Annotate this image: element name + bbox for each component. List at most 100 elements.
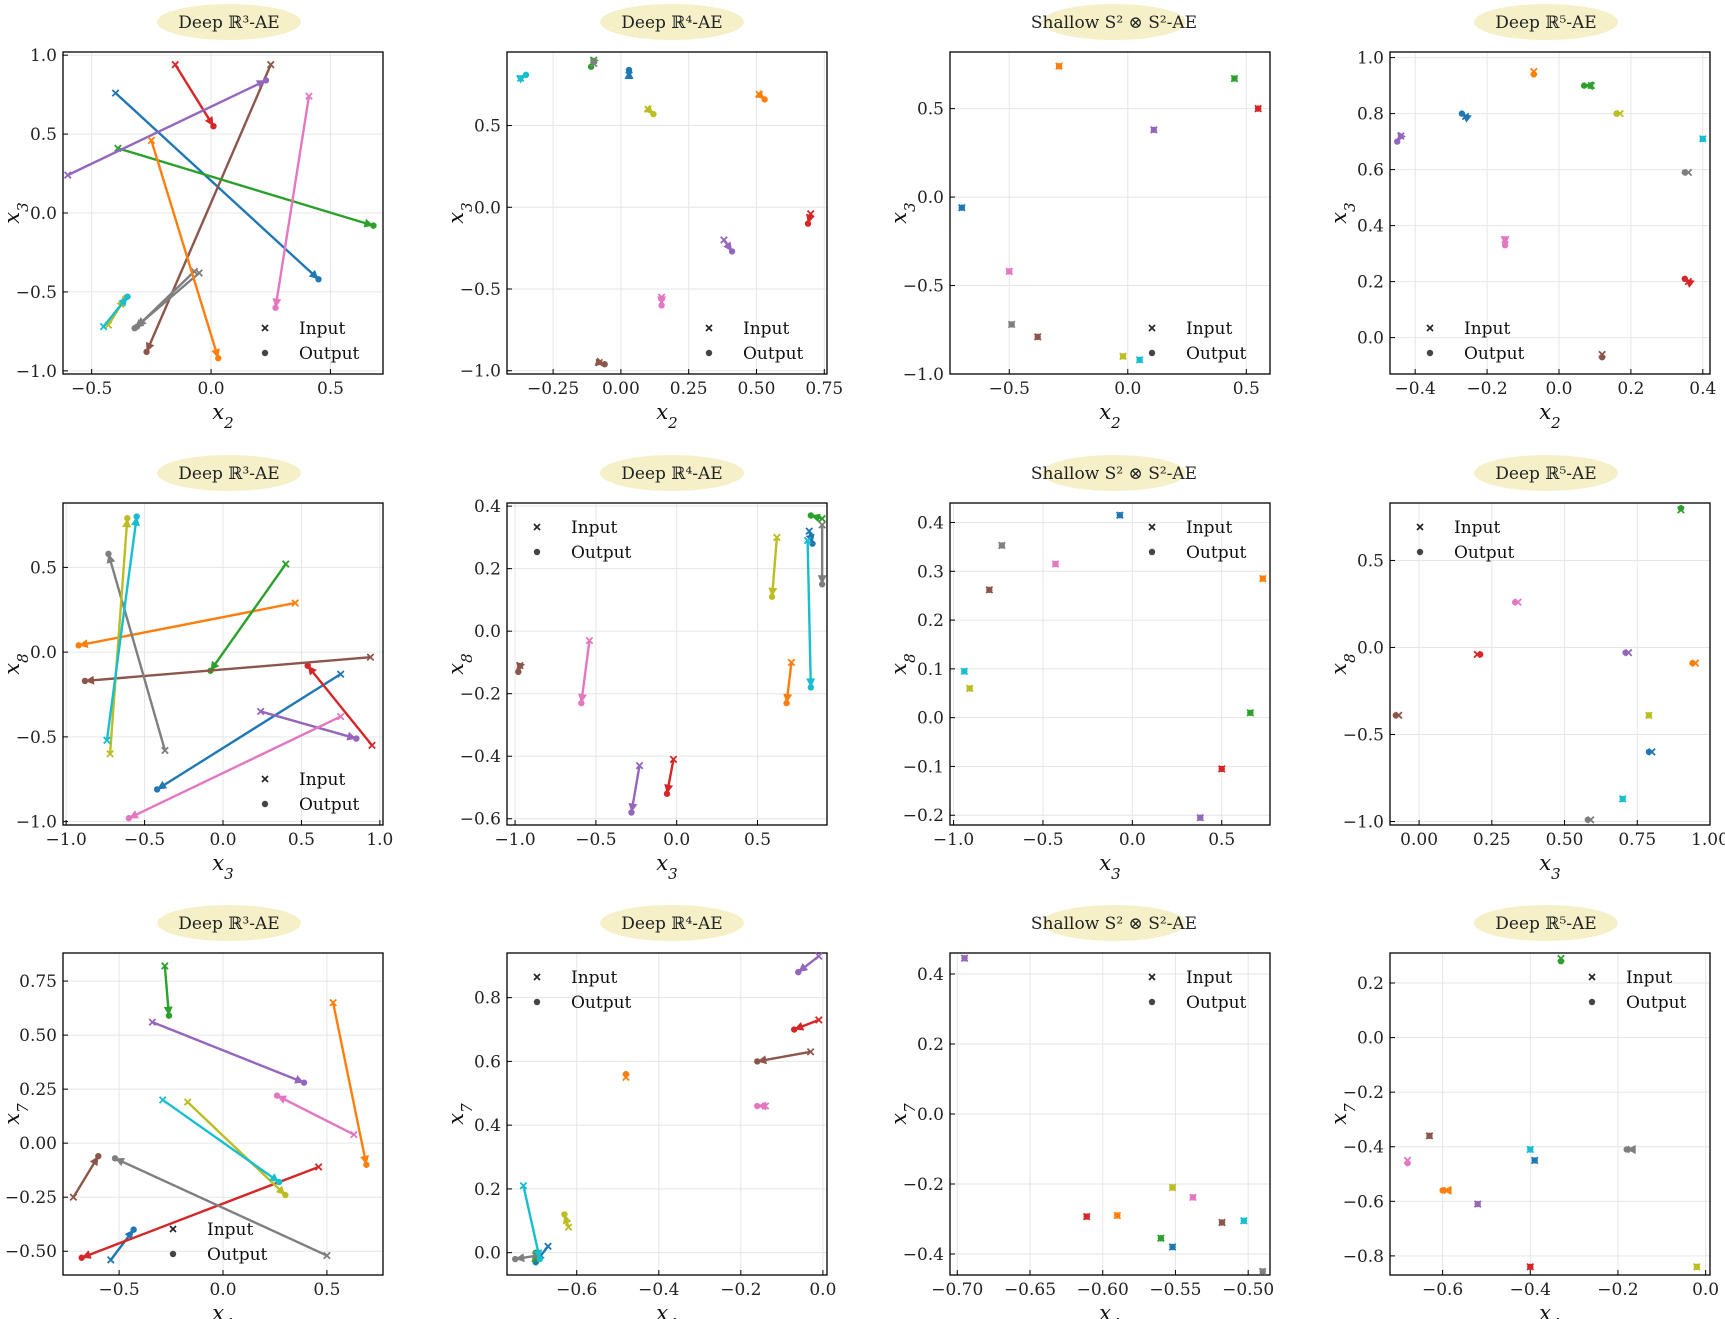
legend-input-label: Input xyxy=(207,1220,253,1240)
y-tick-label: −0.4 xyxy=(460,747,501,767)
input-point xyxy=(366,653,375,662)
legend-input-marker xyxy=(705,324,713,332)
plot-frame xyxy=(506,502,828,826)
reconstruction-arrow xyxy=(151,1021,305,1084)
input-point xyxy=(1624,648,1633,657)
reconstruction-arrow xyxy=(67,79,267,177)
output-point xyxy=(131,325,138,332)
input-point xyxy=(818,521,826,529)
x-tick-label: 0.25 xyxy=(1473,830,1511,850)
x-tick-label: 0.0 xyxy=(663,830,690,850)
y-tick-label: −0.8 xyxy=(1343,1247,1384,1267)
legend-input-marker xyxy=(533,523,541,531)
data-points xyxy=(1393,67,1707,361)
y-axis-label: x3 xyxy=(444,202,476,223)
subplot-title: Deep ℝ³-AE xyxy=(178,464,279,484)
input-point xyxy=(806,209,815,218)
output-point xyxy=(273,1092,281,1099)
input-point xyxy=(1587,81,1596,90)
subplot-11: Shallow S² ⊗ S²-AE −0.70 −0.65 −0.60 −0.55 −0… xyxy=(887,905,1274,1319)
legend-input-marker xyxy=(1426,324,1434,332)
y-tick-label: −1.0 xyxy=(16,362,57,382)
subplot-title: Deep ℝ⁵-AE xyxy=(1495,464,1596,484)
arrow-head xyxy=(210,660,220,671)
y-tick-label: 0.4 xyxy=(917,514,944,534)
arrow-head xyxy=(768,587,778,597)
x-tick-label: 0.4 xyxy=(1689,379,1716,399)
legend-input-label: Input xyxy=(571,968,617,988)
y-tick-label: 0.4 xyxy=(1357,217,1384,237)
x-axis-label: x3 xyxy=(212,851,233,883)
subplot-8: Deep ℝ⁵-AE 0.00 0.25 0.50 0.75 1.00 −1.0 −0.5 0.… xyxy=(1327,455,1725,883)
title-pill xyxy=(600,4,744,40)
subplot-3: Shallow S² ⊗ S²-AE −0.5 0.0 0.5 −1.0 −0.5 0.0 0… xyxy=(887,4,1271,432)
input-point xyxy=(147,136,156,145)
y-tick-label: 1.0 xyxy=(30,46,57,66)
input-point xyxy=(1557,954,1565,963)
input-point xyxy=(256,707,265,716)
arrow-head xyxy=(723,241,733,252)
legend-output-marker xyxy=(533,998,541,1006)
output-point xyxy=(165,1012,173,1019)
reconstruction-arrow xyxy=(522,1185,541,1260)
legend-output-label: Output xyxy=(1626,993,1687,1013)
legend-output-marker xyxy=(169,1250,177,1258)
input-point xyxy=(787,658,796,667)
legend-input-marker xyxy=(1588,973,1596,981)
legend-output-marker xyxy=(261,349,269,357)
output-point xyxy=(809,540,816,547)
input-point xyxy=(1033,333,1042,341)
input-point xyxy=(160,962,169,970)
x-tick-label: 0.5 xyxy=(744,830,771,850)
output-point xyxy=(300,1079,308,1086)
reconstruction-arrow xyxy=(274,96,311,308)
y-tick-label: 0.00 xyxy=(19,1134,57,1154)
legend-input-label: Input xyxy=(743,319,789,339)
x-tick-label: 0.0 xyxy=(198,379,225,399)
plot-frame xyxy=(1389,51,1711,375)
y-tick-label: 0.5 xyxy=(30,125,57,145)
output-point xyxy=(315,276,322,283)
subplot-title: Deep ℝ³-AE xyxy=(178,914,279,934)
x-tick-label: −0.5 xyxy=(575,830,616,850)
input-point xyxy=(291,599,299,607)
reconstruction-arrow xyxy=(770,537,779,597)
y-tick-label: 0.0 xyxy=(30,204,57,224)
output-point xyxy=(1501,242,1509,249)
legend-input-label: Input xyxy=(1464,319,1510,339)
x-tick-label: −1.0 xyxy=(933,830,974,850)
data-points xyxy=(960,511,1267,822)
output-point xyxy=(1677,505,1685,512)
input-point xyxy=(63,171,72,179)
y-axis-label: x7 xyxy=(887,1103,919,1125)
input-point xyxy=(960,954,969,963)
y-tick-label: −0.2 xyxy=(903,1175,944,1195)
input-point xyxy=(1529,67,1538,76)
output-point xyxy=(215,355,222,362)
x-axis-label: x4 xyxy=(1539,1301,1560,1319)
y-tick-label: 0.1 xyxy=(917,660,944,680)
legend-output-marker xyxy=(1148,548,1156,556)
legend: Input Output xyxy=(1416,518,1515,563)
input-point xyxy=(1586,815,1595,824)
output-point xyxy=(601,360,608,368)
x-tick-label: −0.6 xyxy=(1422,1280,1463,1300)
x-tick-label: 0.5 xyxy=(1208,830,1235,850)
subplot-6: Deep ℝ⁴-AE −1.0 −0.5 0.0 0.5 −0.6 −0.4 −0.2 0.0 0… xyxy=(444,455,828,883)
arrow-head xyxy=(131,516,140,527)
input-point xyxy=(1627,1145,1635,1154)
y-tick-label: 0.0 xyxy=(917,1105,944,1125)
output-point xyxy=(130,1226,137,1233)
output-point xyxy=(125,815,133,822)
y-axis-label: x7 xyxy=(444,1103,476,1125)
legend-output-label: Output xyxy=(571,543,632,563)
input-point xyxy=(1618,795,1627,803)
subplot-title: Deep ℝ⁵-AE xyxy=(1495,914,1596,934)
x-tick-label: 0.0 xyxy=(209,830,236,850)
input-point xyxy=(585,636,594,645)
y-tick-label: 0.0 xyxy=(474,1244,501,1264)
y-axis-label: x8 xyxy=(444,653,476,674)
output-point xyxy=(153,786,161,793)
y-tick-label: −0.2 xyxy=(903,806,944,826)
output-point xyxy=(124,515,131,522)
